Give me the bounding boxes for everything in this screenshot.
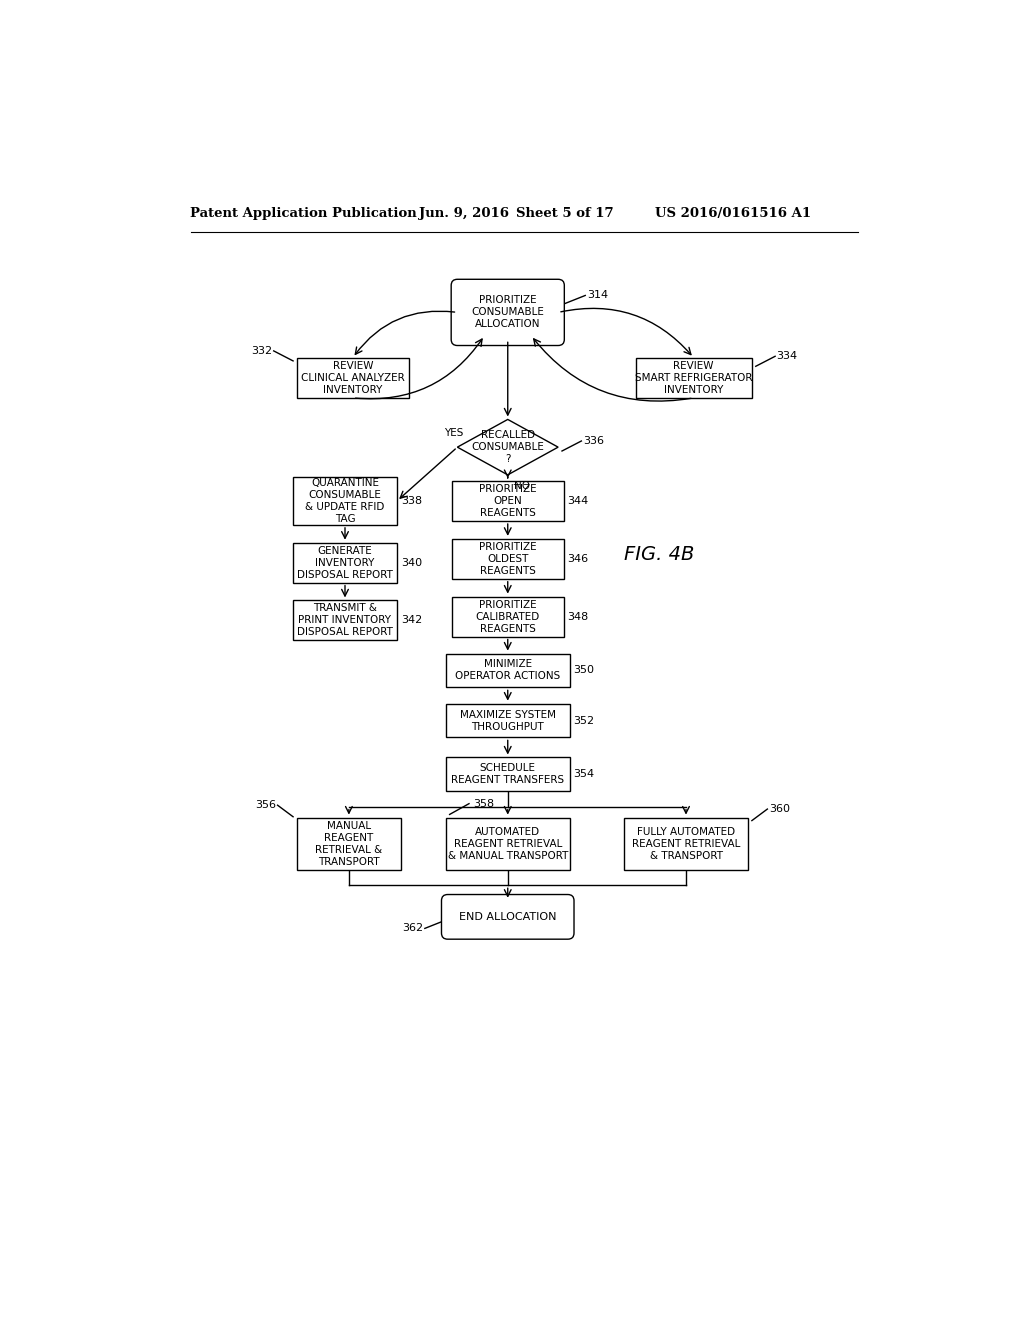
Text: END ALLOCATION: END ALLOCATION (459, 912, 556, 921)
Text: 314: 314 (587, 290, 608, 301)
Text: 336: 336 (583, 436, 604, 446)
Text: 350: 350 (573, 665, 595, 676)
Text: RECALLED
CONSUMABLE
?: RECALLED CONSUMABLE ? (471, 430, 544, 465)
Text: QUARANTINE
CONSUMABLE
& UPDATE RFID
TAG: QUARANTINE CONSUMABLE & UPDATE RFID TAG (305, 478, 385, 524)
Text: 332: 332 (251, 346, 272, 356)
Text: 348: 348 (567, 611, 589, 622)
FancyBboxPatch shape (441, 895, 574, 940)
Text: US 2016/0161516 A1: US 2016/0161516 A1 (655, 207, 811, 220)
Text: GENERATE
INVENTORY
DISPOSAL REPORT: GENERATE INVENTORY DISPOSAL REPORT (297, 545, 393, 579)
Text: Patent Application Publication: Patent Application Publication (190, 207, 417, 220)
FancyBboxPatch shape (624, 817, 748, 870)
Text: PRIORITIZE
CALIBRATED
REAGENTS: PRIORITIZE CALIBRATED REAGENTS (475, 599, 540, 634)
FancyBboxPatch shape (452, 480, 564, 521)
Text: MAXIMIZE SYSTEM
THROUGHPUT: MAXIMIZE SYSTEM THROUGHPUT (460, 710, 556, 731)
FancyBboxPatch shape (636, 358, 752, 397)
Text: Jun. 9, 2016: Jun. 9, 2016 (419, 207, 509, 220)
Text: REVIEW
SMART REFRIGERATOR
INVENTORY: REVIEW SMART REFRIGERATOR INVENTORY (635, 360, 753, 395)
Text: FIG. 4B: FIG. 4B (624, 545, 694, 565)
FancyBboxPatch shape (293, 543, 397, 582)
FancyBboxPatch shape (293, 601, 397, 640)
Text: Sheet 5 of 17: Sheet 5 of 17 (515, 207, 613, 220)
FancyBboxPatch shape (297, 817, 401, 870)
Text: 340: 340 (400, 557, 422, 568)
Text: 362: 362 (402, 924, 423, 933)
Text: 344: 344 (567, 496, 589, 506)
Text: MANUAL
REAGENT
RETRIEVAL &
TRANSPORT: MANUAL REAGENT RETRIEVAL & TRANSPORT (315, 821, 383, 867)
FancyBboxPatch shape (445, 817, 569, 870)
Text: YES: YES (443, 428, 463, 438)
Text: 358: 358 (473, 799, 494, 809)
FancyBboxPatch shape (297, 358, 409, 397)
Text: 352: 352 (573, 715, 595, 726)
FancyBboxPatch shape (445, 758, 569, 792)
Polygon shape (458, 420, 558, 475)
FancyBboxPatch shape (445, 704, 569, 738)
Text: 342: 342 (400, 615, 422, 626)
Text: TRANSMIT &
PRINT INVENTORY
DISPOSAL REPORT: TRANSMIT & PRINT INVENTORY DISPOSAL REPO… (297, 603, 393, 638)
Text: PRIORITIZE
OPEN
REAGENTS: PRIORITIZE OPEN REAGENTS (479, 484, 537, 517)
Text: 346: 346 (567, 554, 589, 564)
Text: SCHEDULE
REAGENT TRANSFERS: SCHEDULE REAGENT TRANSFERS (452, 763, 564, 785)
FancyBboxPatch shape (452, 280, 564, 346)
Text: 334: 334 (776, 351, 798, 362)
Text: 356: 356 (255, 800, 276, 810)
Text: 338: 338 (400, 496, 422, 506)
FancyBboxPatch shape (445, 653, 569, 688)
Text: 360: 360 (769, 804, 790, 814)
Text: 354: 354 (573, 770, 595, 779)
Text: REVIEW
CLINICAL ANALYZER
INVENTORY: REVIEW CLINICAL ANALYZER INVENTORY (301, 360, 404, 395)
Text: PRIORITIZE
CONSUMABLE
ALLOCATION: PRIORITIZE CONSUMABLE ALLOCATION (471, 296, 544, 330)
Text: AUTOMATED
REAGENT RETRIEVAL
& MANUAL TRANSPORT: AUTOMATED REAGENT RETRIEVAL & MANUAL TRA… (447, 826, 568, 861)
Text: FULLY AUTOMATED
REAGENT RETRIEVAL
& TRANSPORT: FULLY AUTOMATED REAGENT RETRIEVAL & TRAN… (632, 826, 740, 861)
FancyBboxPatch shape (452, 539, 564, 579)
Text: MINIMIZE
OPERATOR ACTIONS: MINIMIZE OPERATOR ACTIONS (455, 660, 560, 681)
FancyBboxPatch shape (452, 597, 564, 636)
Text: PRIORITIZE
OLDEST
REAGENTS: PRIORITIZE OLDEST REAGENTS (479, 541, 537, 576)
FancyBboxPatch shape (293, 478, 397, 525)
Text: NO: NO (514, 482, 530, 491)
